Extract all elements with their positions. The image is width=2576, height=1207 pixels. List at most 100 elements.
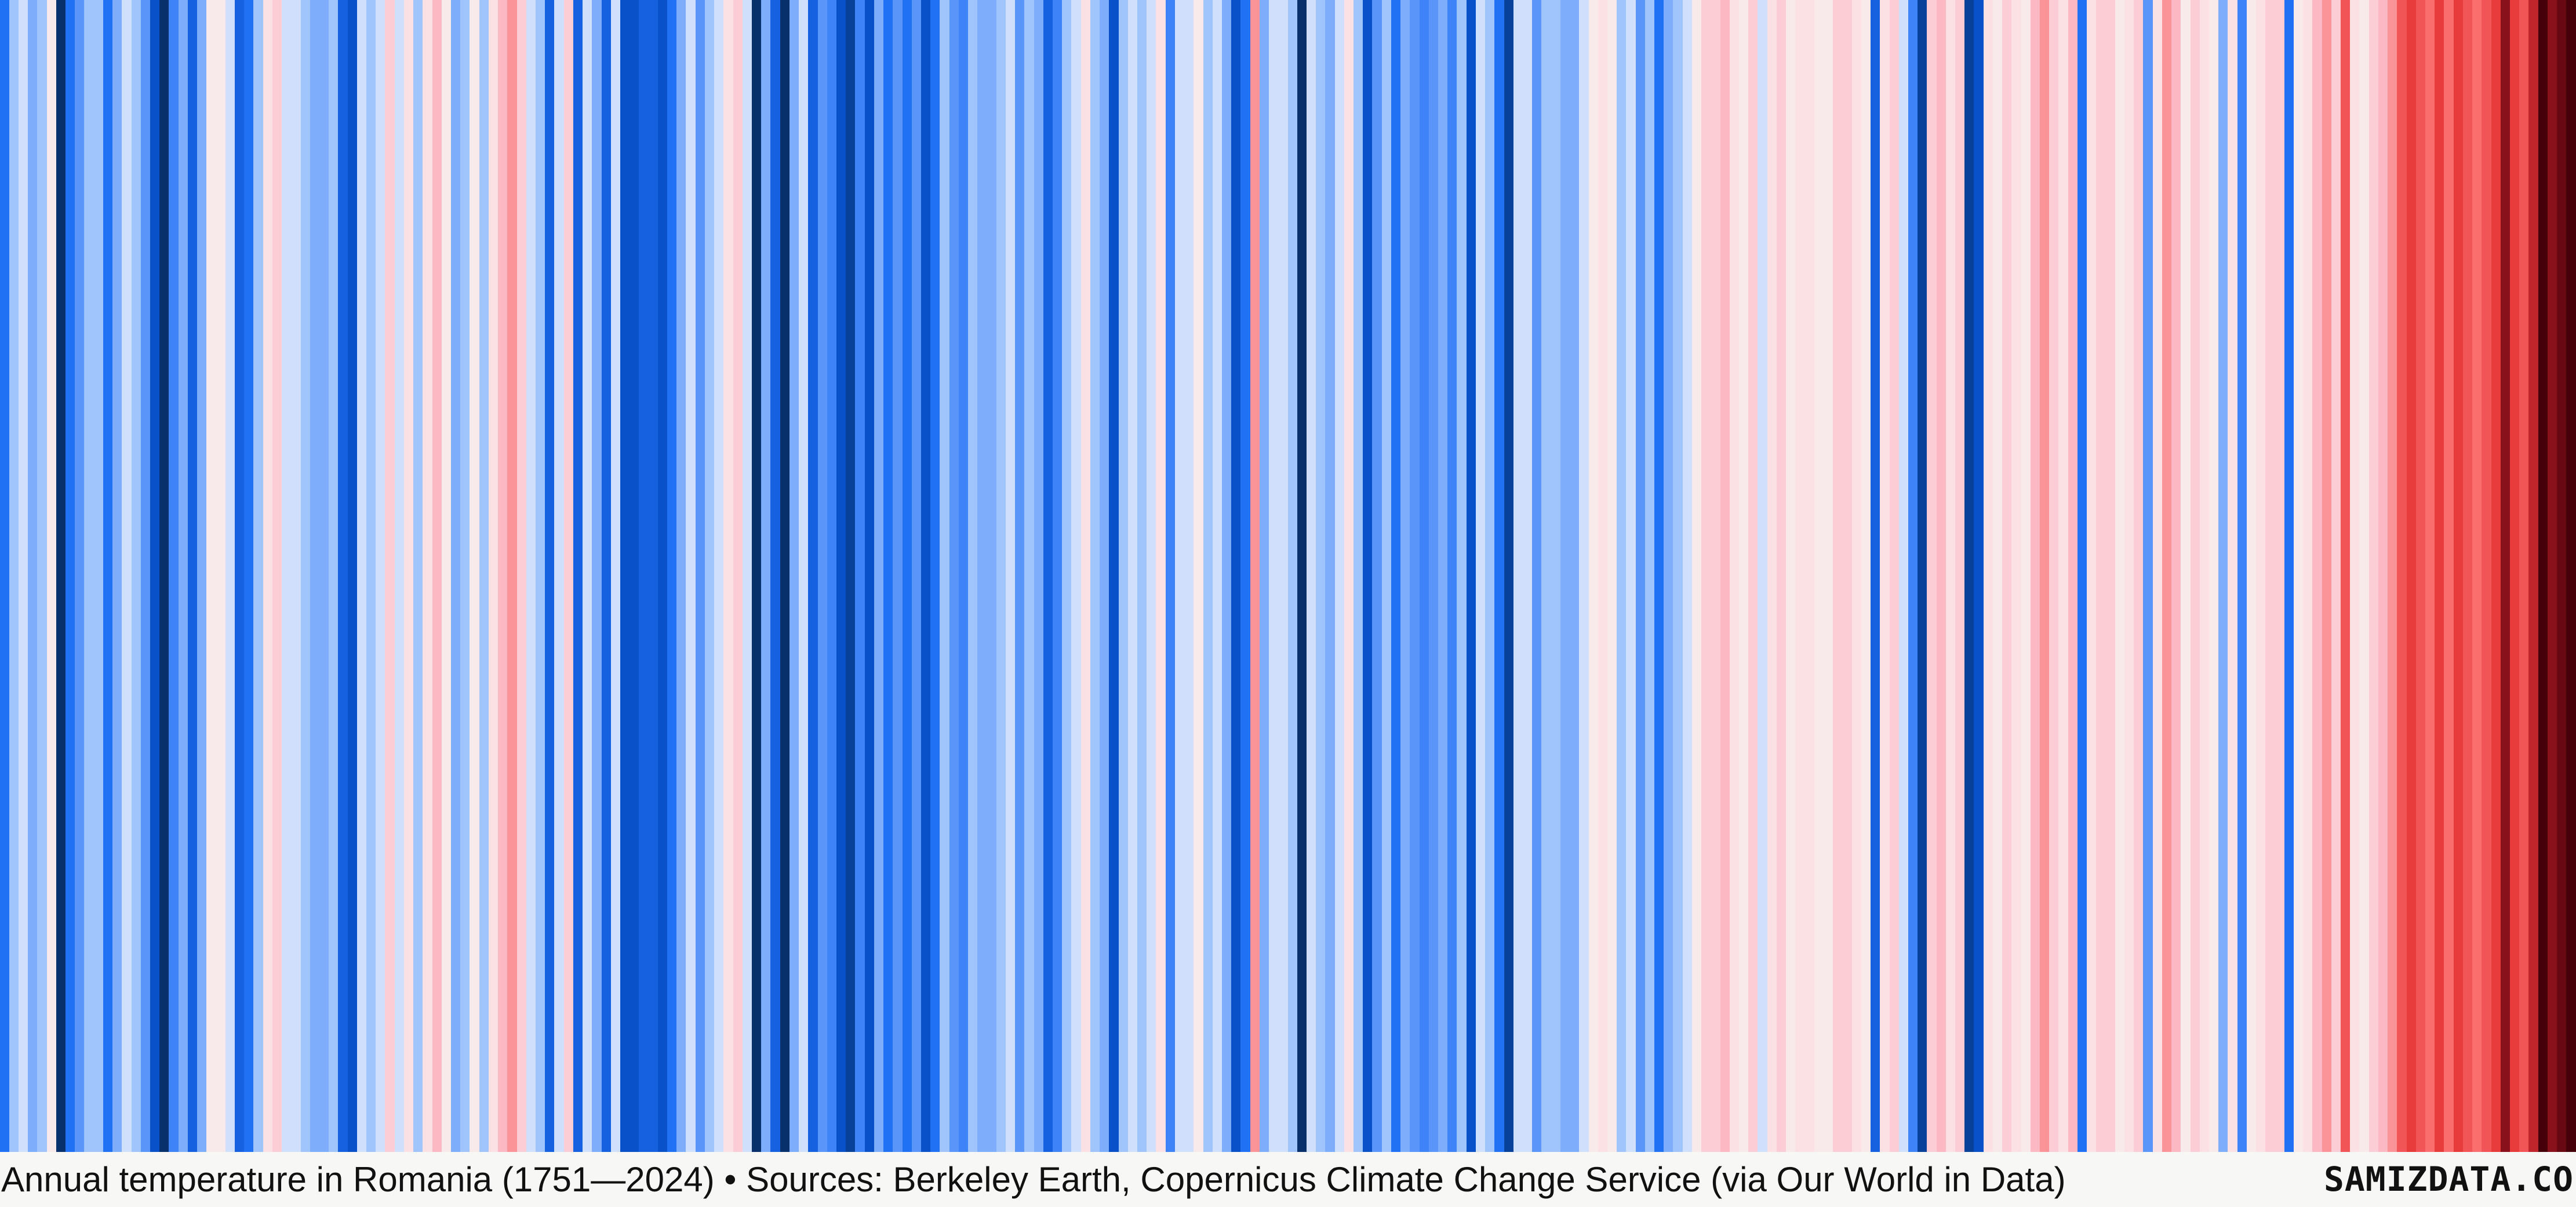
stripe-1834 [780,0,790,1152]
stripe-1878 [1194,0,1204,1152]
stripe-2021 [2538,0,2548,1152]
stripe-1893 [1335,0,1345,1152]
stripe-1999 [2331,0,2341,1152]
stripe-1833 [770,0,781,1152]
stripe-1779 [263,0,273,1152]
stripe-1763 [112,0,122,1152]
stripe-1935 [1730,0,1740,1152]
stripe-1826 [705,0,715,1152]
stripe-1941 [1786,0,1796,1152]
stripe-2022 [2548,0,2557,1152]
stripe-1932 [1701,0,1711,1152]
stripe-1856 [987,0,997,1152]
stripe-1880 [1213,0,1222,1152]
stripe-1767 [150,0,160,1152]
stripe-1815 [602,0,612,1152]
stripe-1797 [432,0,442,1152]
stripe-1921 [1598,0,1608,1152]
stripe-1855 [977,0,987,1152]
stripe-1861 [1034,0,1044,1152]
stripe-1852 [949,0,959,1152]
stripe-1888 [1288,0,1298,1152]
stripe-1771 [188,0,198,1152]
stripe-1872 [1137,0,1147,1152]
stripe-1808 [536,0,545,1152]
stripe-2005 [2388,0,2397,1152]
stripe-2012 [2454,0,2464,1152]
stripe-1982 [2171,0,2181,1152]
stripe-1903 [1429,0,1439,1152]
stripe-1851 [940,0,950,1152]
stripe-1926 [1645,0,1655,1152]
stripe-1976 [2115,0,2125,1152]
stripe-1931 [1692,0,1702,1152]
stripe-1769 [169,0,179,1152]
stripe-1754 [28,0,38,1152]
stripe-1752 [9,0,19,1152]
stripe-1995 [2294,0,2304,1152]
stripe-1969 [2049,0,2059,1152]
stripe-1968 [2040,0,2050,1152]
stripe-1804 [498,0,508,1152]
stripe-1885 [1260,0,1269,1152]
stripe-1830 [743,0,752,1152]
stripe-1887 [1278,0,1289,1152]
stripe-1978 [2134,0,2144,1152]
stripe-1751 [0,0,10,1152]
stripe-1929 [1673,0,1683,1152]
stripe-1837 [808,0,818,1152]
stripe-1812 [573,0,583,1152]
stripe-1773 [206,0,217,1152]
stripe-1991 [2256,0,2266,1152]
stripe-2024 [2566,0,2576,1152]
stripe-1894 [1344,0,1354,1152]
stripe-1909 [1485,0,1495,1152]
stripe-1756 [47,0,57,1152]
stripe-1860 [1024,0,1035,1152]
stripe-1916 [1551,0,1561,1152]
stripe-1865 [1071,0,1082,1152]
stripe-1871 [1128,0,1138,1152]
stripe-1817 [620,0,630,1152]
stripe-1848 [912,0,922,1152]
stripe-1989 [2237,0,2247,1152]
stripe-1899 [1391,0,1401,1152]
stripe-1971 [2068,0,2078,1152]
stripe-1901 [1410,0,1420,1152]
stripe-1862 [1043,0,1053,1152]
stripe-1795 [413,0,423,1152]
stripes-group [0,0,2576,1152]
stripe-1813 [583,0,592,1152]
stripe-1867 [1090,0,1100,1152]
stripe-1961 [1974,0,1984,1152]
stripe-1783 [301,0,311,1152]
stripe-1963 [1993,0,2003,1152]
stripe-1803 [489,0,499,1152]
stripe-1785 [319,0,329,1152]
stripe-1956 [1927,0,1937,1152]
stripe-1868 [1100,0,1109,1152]
stripe-1791 [376,0,385,1152]
stripe-1853 [959,0,969,1152]
stripe-1814 [592,0,602,1152]
stripe-1786 [329,0,339,1152]
stripe-1854 [968,0,978,1152]
stripe-1782 [291,0,301,1152]
stripe-1876 [1175,0,1185,1152]
stripe-1873 [1147,0,1156,1152]
stripe-1987 [2218,0,2228,1152]
stripe-1790 [366,0,376,1152]
stripe-1919 [1579,0,1589,1152]
stripe-1964 [2002,0,2012,1152]
stripe-1975 [2106,0,2116,1152]
stripe-1758 [66,0,75,1152]
stripe-2020 [2528,0,2539,1152]
stripe-1930 [1683,0,1693,1152]
stripe-1881 [1222,0,1232,1152]
stripe-1792 [385,0,395,1152]
stripe-1879 [1203,0,1213,1152]
stripe-1802 [479,0,489,1152]
stripe-1965 [2011,0,2022,1152]
stripe-1983 [2181,0,2191,1152]
stripe-1836 [799,0,809,1152]
